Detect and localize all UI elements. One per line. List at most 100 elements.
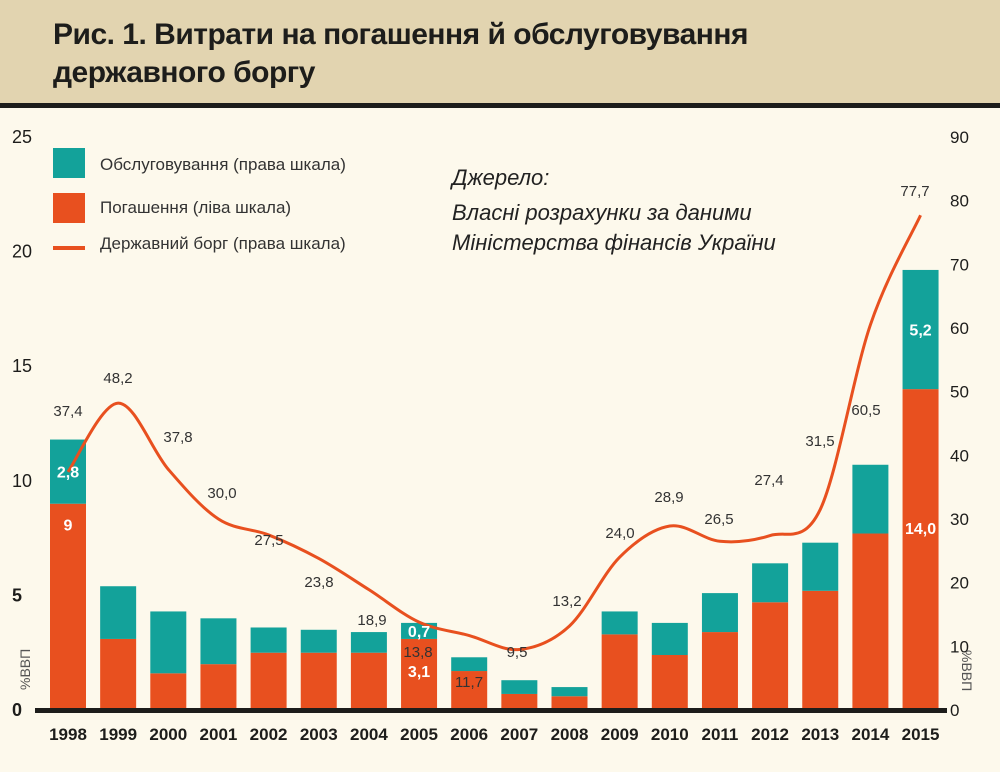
x-axis-line (35, 708, 947, 713)
right-tick-label: 70 (950, 255, 969, 274)
debt-label-2014: 60,5 (851, 402, 880, 419)
bar-repayment-1998 (50, 503, 86, 710)
bar-repayment-2004 (350, 652, 387, 710)
debt-label-2008: 13,2 (552, 593, 581, 610)
bar-service-2002 (250, 627, 287, 653)
right-axis-label: %ВВП (959, 650, 975, 691)
repayment-value-label-2005: 3,1 (408, 664, 430, 681)
repayment-value-label-2015: 14,0 (905, 521, 936, 538)
bar-repayment-2008 (551, 696, 588, 710)
x-tick-label: 2001 (200, 725, 238, 744)
x-tick-label: 2000 (149, 725, 187, 744)
bar-repayment-2005 (401, 638, 438, 710)
x-tick-label: 2004 (350, 725, 388, 744)
legend-swatch-debt (53, 246, 85, 250)
left-tick-label: 5 (12, 585, 22, 605)
header-band: Рис. 1. Витрати на погашення й обслугову… (0, 0, 1000, 108)
bar-service-2013 (802, 542, 839, 591)
debt-label-2006: 11,7 (455, 674, 483, 691)
source-line-2: Міністерства фінансів України (452, 230, 776, 255)
bar-service-2004 (350, 632, 387, 653)
debt-label-2015: 77,7 (900, 183, 929, 200)
service-value-label-2005: 0,7 (408, 624, 430, 641)
debt-label-2003: 23,8 (304, 574, 333, 591)
debt-label-2004: 18,9 (357, 612, 386, 629)
bar-repayment-2006 (451, 671, 488, 710)
right-tick-label: 50 (950, 383, 969, 402)
x-tick-label: 2011 (702, 725, 739, 744)
x-tick-label: 2012 (751, 725, 789, 744)
right-tick-label: 20 (950, 574, 969, 593)
right-tick-label: 80 (950, 192, 969, 211)
bar-repayment-2010 (651, 654, 688, 710)
legend-label-debt: Державний борг (права шкала) (100, 234, 346, 253)
debt-label-2007: 9,5 (507, 644, 528, 661)
left-tick-label: 20 (12, 242, 32, 262)
source-heading: Джерело: (452, 165, 550, 190)
bar-repayment-2015 (902, 389, 939, 710)
debt-label-2013: 31,5 (805, 433, 834, 450)
bar-service-2010 (651, 622, 688, 655)
left-tick-label: 10 (12, 471, 32, 491)
x-tick-label: 2014 (851, 725, 889, 744)
bar-service-2007 (501, 680, 538, 694)
bar-repayment-2000 (150, 673, 187, 710)
x-tick-label: 2009 (601, 725, 639, 744)
right-tick-label: 60 (950, 319, 969, 338)
debt-label-1999: 48,2 (103, 370, 132, 387)
bar-repayment-2001 (200, 664, 237, 710)
debt-label-2010: 28,9 (654, 489, 683, 506)
legend-swatch-repayment (53, 193, 85, 223)
bar-service-2003 (300, 629, 337, 653)
debt-label-2005: 13,8 (403, 644, 432, 661)
bar-repayment-2007 (501, 693, 538, 710)
right-tick-label: 30 (950, 510, 969, 529)
bar-service-2011 (701, 593, 738, 633)
x-tick-label: 2002 (250, 725, 288, 744)
bar-service-2015 (902, 269, 939, 390)
bar-service-1999 (100, 586, 137, 639)
bar-service-2008 (551, 687, 588, 697)
bar-service-2006 (451, 657, 488, 672)
bar-repayment-1999 (100, 638, 137, 710)
debt-label-2001: 30,0 (207, 485, 236, 502)
bar-repayment-2012 (752, 602, 789, 710)
service-value-label-2015: 5,2 (909, 323, 931, 340)
bar-service-2009 (601, 611, 638, 635)
left-axis-label: %ВВП (17, 649, 33, 690)
debt-label-2002: 27,5 (254, 532, 283, 549)
debt-label-2012: 27,4 (754, 472, 783, 489)
x-tick-label: 2007 (500, 725, 538, 744)
bar-repayment-2003 (300, 652, 337, 710)
chart-title: Рис. 1. Витрати на погашення й обслугову… (53, 18, 749, 89)
right-tick-label: 0 (950, 701, 959, 720)
left-tick-label: 25 (12, 127, 32, 147)
bar-service-2001 (200, 618, 237, 665)
x-tick-label: 2006 (450, 725, 488, 744)
bar-repayment-2013 (802, 590, 839, 710)
bar-repayment-2014 (852, 533, 889, 710)
x-tick-label: 2003 (300, 725, 338, 744)
x-tick-label: 2010 (651, 725, 689, 744)
source-line-1: Власні розрахунки за даними (452, 200, 752, 225)
right-tick-label: 40 (950, 446, 969, 465)
bar-repayment-2002 (250, 652, 287, 710)
right-tick-label: 90 (950, 128, 969, 147)
bar-service-2014 (852, 464, 889, 534)
bar-repayment-2011 (701, 632, 738, 710)
legend-label-repayment: Погашення (ліва шкала) (100, 198, 292, 217)
legend-label-service: Обслуговування (права шкала) (100, 155, 346, 174)
debt-label-2009: 24,0 (605, 525, 634, 542)
x-tick-label: 2013 (801, 725, 839, 744)
left-tick-label: 0 (12, 700, 22, 720)
debt-line (66, 214, 922, 652)
bar-service-2000 (150, 611, 187, 674)
x-tick-label: 2015 (902, 725, 940, 744)
bar-repayment-2009 (601, 634, 638, 710)
x-tick-label: 1999 (99, 725, 137, 744)
left-tick-label: 15 (12, 356, 32, 376)
bar-service-2012 (752, 563, 789, 603)
debt-label-1998: 37,4 (53, 403, 82, 420)
legend-swatch-service (53, 148, 85, 178)
